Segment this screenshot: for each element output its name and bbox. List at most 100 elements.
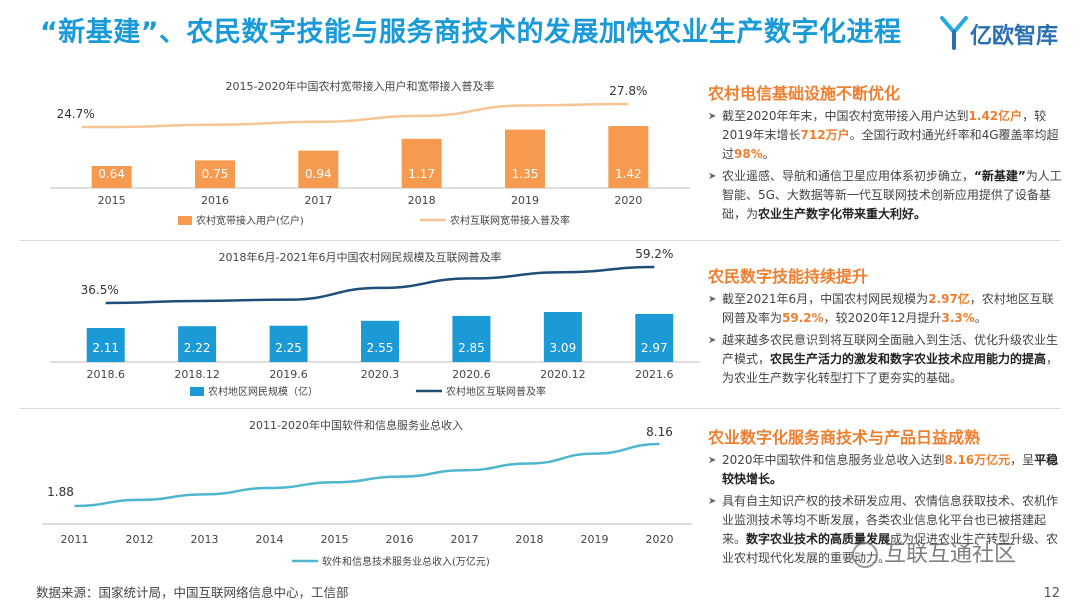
- x-tick-label: 2014: [256, 533, 284, 546]
- section-skills: 农民数字技能持续提升 ➤ 截至2021年6月，中国农村网民规模为2.97亿，农村地…: [708, 263, 1063, 388]
- chart-bar: [91, 166, 132, 188]
- logo-text: 亿欧智库: [970, 24, 1059, 49]
- chart-bar: [178, 326, 217, 362]
- bullet-text: ，农村地区互联网普及率为: [722, 292, 1054, 325]
- page-number: 12: [1043, 586, 1060, 601]
- wechat-icon: [852, 542, 878, 568]
- bullet-text: 为人工智能、5G、大数据等新一代互联网技术创新应用提供了设备基础，为: [722, 169, 1062, 221]
- bullet-text: 1.42亿户: [968, 109, 1023, 123]
- x-tick-label: 2020: [646, 533, 674, 546]
- bar-value-label: 2.25: [275, 341, 302, 355]
- bar-value-label: 3.09: [549, 341, 576, 355]
- x-tick-label: 2015: [321, 533, 349, 546]
- bullet-text: 2020年中国软件和信息服务业总收入达到: [722, 453, 945, 467]
- bullet-arrow-icon: ➤: [708, 294, 717, 305]
- chart-line-series: [105, 265, 655, 305]
- logo-icon: [940, 16, 968, 50]
- line-value-label: 36.5%: [81, 283, 119, 297]
- x-tick-label: 2017: [304, 194, 332, 207]
- bullet-text: 3.3%: [941, 311, 975, 325]
- x-tick-label: 2018.12: [174, 368, 220, 381]
- bullet-item: ➤ 越来越多农民意识到将互联网全面融入到生活、优化升级农业生产模式，农民生产活力的…: [708, 331, 1063, 388]
- bar-value-label: 1.42: [615, 167, 642, 181]
- bullet-text: “新基建”: [974, 169, 1026, 183]
- legend-label: 软件和信息技术服务业总收入(万亿元): [322, 555, 490, 568]
- legend-label: 农村互联网宽带接入普及率: [450, 214, 570, 227]
- bullet-text: 农业生产数字化带来重大利好。: [758, 207, 927, 221]
- bullet-item: ➤ 截至2021年6月，中国农村网民规模为2.97亿，农村地区互联网普及率为59.…: [708, 290, 1063, 328]
- chart-title: 2018年6月-2021年6月中国农村网民规模及互联网普及率: [219, 250, 502, 264]
- watermark-text: 互联互通社区: [884, 542, 1017, 567]
- watermark: 互联互通社区: [852, 536, 1016, 568]
- bar-value-label: 2.97: [641, 341, 668, 355]
- legend-label: 农村宽带接入用户(亿户): [196, 214, 304, 227]
- section-bullets: ➤ 截至2020年年末，中国农村宽带接入用户达到1.42亿户，较2019年末增长7…: [708, 107, 1063, 224]
- section-bullets: ➤ 截至2021年6月，中国农村网民规模为2.97亿，农村地区互联网普及率为59.…: [708, 290, 1063, 388]
- x-tick-label: 2011: [61, 533, 89, 546]
- bullet-item: ➤ 截至2020年年末，中国农村宽带接入用户达到1.42亿户，较2019年末增长7…: [708, 107, 1063, 164]
- bullet-arrow-icon: ➤: [708, 171, 717, 182]
- section-heading: 农业数字化服务商技术与产品日益成熟: [708, 428, 981, 447]
- bullet-text: 8.16万亿元: [944, 453, 1011, 467]
- chart-line-series: [81, 102, 629, 129]
- chart-bar: [401, 138, 442, 188]
- line-value-label: 1.88: [47, 485, 74, 499]
- chart-bar: [635, 313, 674, 362]
- chart-bar: [269, 325, 308, 362]
- x-tick-label: 2021.6: [635, 368, 674, 381]
- bullet-text: ，较2019年末增长: [722, 109, 1047, 142]
- bullet-text: 712万户: [800, 128, 850, 142]
- chart-bar: [543, 312, 582, 362]
- logo: 亿欧智库: [940, 16, 1070, 50]
- x-tick-label: 2013: [191, 533, 219, 546]
- chart-bar: [452, 315, 491, 362]
- x-tick-label: 2015: [98, 194, 126, 207]
- bullet-text: 。: [974, 311, 987, 325]
- x-tick-label: 2020: [614, 194, 642, 207]
- line-value-label: 24.7%: [57, 107, 95, 121]
- software-revenue-chart-svg: 2011-2020年中国软件和信息服务业总收入 2011 2012 2013 2014 2…: [42, 418, 692, 568]
- bullet-text: 农业遥感、导航和通信卫星应用体系初步确立，: [722, 169, 975, 183]
- x-tick-label: 2019: [581, 533, 609, 546]
- page-title: “新基建”、农民数字技能与服务商技术的发展加快农业生产数字化进程: [40, 17, 902, 48]
- divider-1: [20, 240, 1060, 241]
- bar-value-label: 1.17: [408, 167, 435, 181]
- bullet-arrow-icon: ➤: [708, 455, 717, 466]
- line-value-label: 8.16: [646, 425, 673, 439]
- bullet-text: 成为促进农业生产转型升级、农业农村现代化发展的重要动力。: [722, 532, 1059, 565]
- x-tick-label: 2020.6: [452, 368, 491, 381]
- section-heading: 农民数字技能持续提升: [708, 267, 869, 286]
- broadband-chart-svg: 2015-2020年中国农村宽带接入用户和宽带接入普及率 0.64 2015 0.75…: [50, 79, 690, 227]
- bullet-text: 农民生产活力的激发和数字农业技术应用能力的提高: [770, 352, 1047, 366]
- line-value-label: 59.2%: [635, 247, 673, 261]
- bullet-text: 截至2020年年末，中国农村宽带接入用户达到: [722, 109, 969, 123]
- bar-value-label: 2.22: [184, 341, 211, 355]
- netizens-chart-svg: 2018年6月-2021年6月中国农村网民规模及互联网普及率 2.11 2018.6…: [50, 247, 700, 398]
- bullet-text: 98%: [734, 147, 763, 161]
- section-providers: 农业数字化服务商技术与产品日益成熟 ➤ 2020年中国软件和信息服务业总收入达到8…: [708, 424, 1063, 568]
- bullet-text: 具有自主知识产权的技术研发应用、农情信息获取技术、农机作业监测技术等均不断发展，…: [722, 494, 1059, 546]
- bullet-text: 平稳较快增长。: [722, 453, 1059, 486]
- chart-bar: [608, 126, 649, 188]
- section-bullets: ➤ 2020年中国软件和信息服务业总收入达到8.16万亿元，呈平稳较快增长。 ➤ 具有…: [708, 451, 1063, 568]
- legend-swatch: [190, 387, 204, 396]
- legend-label: 农村地区互联网普及率: [446, 385, 546, 398]
- x-tick-label: 2020.3: [361, 368, 400, 381]
- bullet-arrow-icon: ➤: [708, 335, 717, 346]
- bullet-text: 2.97亿: [928, 292, 970, 306]
- chart-software-revenue: 2011-2020年中国软件和信息服务业总收入 2011 2012 2013 2014 2…: [20, 414, 700, 574]
- chart-bar: [505, 129, 545, 188]
- bullet-text: ，为农业生产数字化转型打下了更夯实的基础。: [722, 352, 1059, 385]
- section-heading: 农村电信基础设施不断优化: [708, 84, 901, 103]
- x-tick-label: 2019.6: [269, 368, 308, 381]
- x-tick-label: 2012: [126, 533, 154, 546]
- bar-value-label: 0.94: [305, 167, 332, 181]
- bullet-text: ，较2020年12月提升: [823, 311, 942, 325]
- bullet-item: ➤ 农业遥感、导航和通信卫星应用体系初步确立，“新基建”为人工智能、5G、大数据等…: [708, 167, 1063, 224]
- data-source: 数据来源：国家统计局，中国互联网络信息中心，工信部: [36, 585, 349, 600]
- chart-bar: [86, 328, 125, 362]
- x-tick-label: 2016: [201, 194, 229, 207]
- bar-value-label: 2.55: [367, 341, 394, 355]
- bar-value-label: 2.11: [92, 341, 119, 355]
- bullet-text: 截至2021年6月，中国农村网民规模为: [722, 292, 929, 306]
